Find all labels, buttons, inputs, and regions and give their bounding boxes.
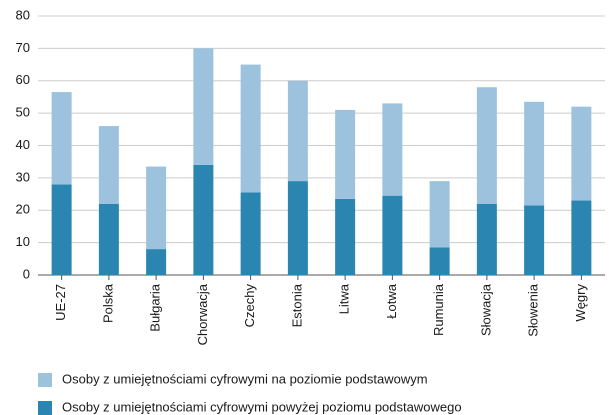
bar-segment [382,195,403,275]
bar-segment [524,205,545,275]
y-tick-label: 0 [23,266,30,281]
bar-segment [98,203,119,275]
y-tick-label: 80 [16,7,30,22]
bar-segment [51,92,72,185]
y-tick-label: 30 [16,169,30,184]
bar-segment [240,192,261,275]
bar-segment [193,164,214,275]
y-tick-label: 50 [16,105,30,120]
x-tick-label: Słowacja [478,283,493,336]
x-tick-label: Węgry [573,284,588,322]
bar-segment [382,103,403,196]
legend-label: Osoby z umiejętnościami cyfrowymi na poz… [62,371,428,386]
legend-swatch [38,401,52,415]
bar-segment [287,181,308,275]
bar-segment [240,64,261,193]
x-tick-label: Litwa [337,283,352,314]
bar-segment [335,109,356,199]
bar-segment [571,200,592,275]
bar-segment [571,106,592,201]
bar-segment [429,247,450,275]
y-tick-label: 60 [16,72,30,87]
x-tick-label: Czechy [242,284,257,328]
bar-segment [193,48,214,165]
bar-segment [476,87,497,204]
legend-label: Osoby z umiejętnościami cyfrowymi powyże… [62,399,462,414]
bar-segment [287,80,308,182]
x-tick-label: Chorwacja [195,283,210,345]
y-tick-label: 70 [16,40,30,55]
x-tick-label: UE-27 [53,284,68,321]
bar-segment [524,101,545,206]
bar-segment [429,181,450,248]
x-tick-label: Słowenia [526,283,541,337]
x-tick-label: Estonia [289,283,304,327]
y-tick-label: 40 [16,137,30,152]
legend-swatch [38,373,52,387]
x-tick-label: Rumunia [431,283,446,336]
bar-segment [98,126,119,204]
x-tick-label: Łotwa [384,283,399,318]
x-tick-label: Polska [100,283,115,323]
x-tick-label: Bułgaria [148,283,163,331]
bar-segment [146,166,167,250]
bar-segment [51,184,72,275]
bar-segment [476,203,497,275]
y-tick-label: 20 [16,202,30,217]
y-tick-label: 10 [16,234,30,249]
bar-segment [146,249,167,275]
bar-segment [335,198,356,275]
